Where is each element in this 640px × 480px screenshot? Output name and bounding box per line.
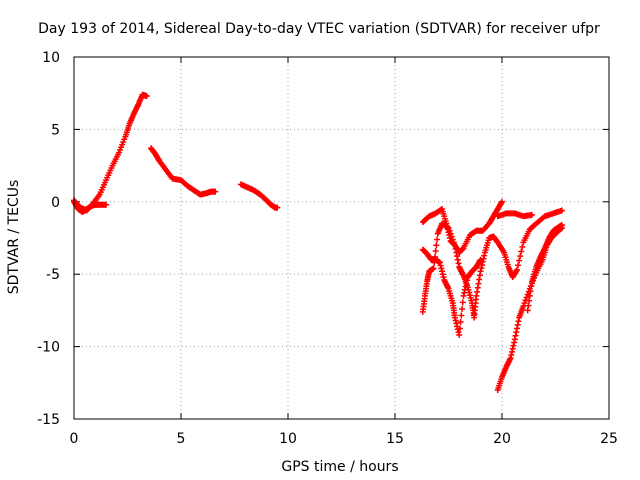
data-point [458,312,465,319]
data-point [523,294,530,301]
data-point [518,248,525,255]
data-point [459,299,466,306]
y-tick-label: -10 [37,340,60,356]
y-tick-labels: -15 -10 -5 0 5 10 [37,50,60,428]
data-points [71,91,565,394]
series-8 [524,221,565,314]
series-6 [419,207,565,321]
x-tick-label: 10 [279,431,297,447]
data-point [430,265,437,272]
data-point [274,204,281,211]
data-point [457,318,464,325]
x-tick-label: 25 [600,431,618,447]
data-point [433,242,440,249]
series-9 [494,210,535,220]
data-point [517,253,524,260]
chart-title: Day 193 of 2014, Sidereal Day-to-day VTE… [38,21,600,37]
data-point [447,230,454,237]
y-tick-label: 5 [51,122,60,138]
data-point [434,236,441,243]
data-point [446,227,453,234]
data-point [513,266,520,273]
data-point [459,305,466,312]
x-tick-labels: 0 5 10 15 20 25 [70,431,618,447]
data-point [515,262,522,269]
data-point [212,188,219,195]
data-point [456,332,463,339]
x-tick-label: 20 [493,431,511,447]
data-point [499,198,505,205]
x-tick-label: 0 [70,431,79,447]
series-1 [71,91,150,214]
data-point [445,224,452,231]
data-point [449,236,456,243]
x-tick-label: 5 [177,431,186,447]
x-axis-label: GPS time / hours [281,459,398,475]
data-point [431,259,438,266]
grid [74,57,609,419]
series-2 [148,145,219,198]
series-4 [419,198,505,256]
data-point [558,207,565,214]
data-point [143,93,150,100]
series-5 [419,246,484,339]
tick-marks [73,56,610,420]
data-point [456,325,463,332]
y-tick-label: -5 [46,267,60,283]
series-3 [237,181,281,211]
data-point [519,243,526,250]
y-tick-label: -15 [37,412,60,428]
data-point [432,248,439,255]
data-point [431,253,438,260]
plot-frame [73,56,610,420]
y-axis-label: SDTVAR / TECUs [6,180,22,295]
y-tick-label: 0 [51,195,60,211]
data-point [558,221,565,228]
data-point [103,201,110,208]
data-point [516,257,523,264]
data-point [448,233,455,240]
data-point [450,239,457,246]
data-point [528,211,535,218]
y-tick-label: 10 [42,50,60,66]
x-tick-label: 15 [386,431,404,447]
data-point [521,300,528,307]
